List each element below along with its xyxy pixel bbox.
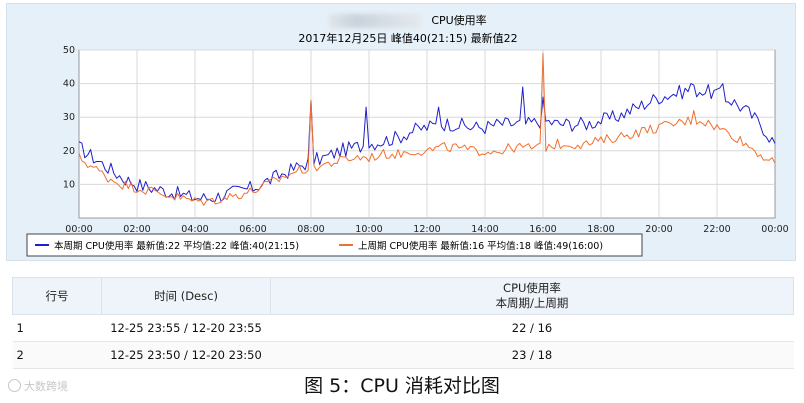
y-tick-label: 20 <box>63 146 75 157</box>
x-tick-label: 10:00 <box>355 224 382 235</box>
table-row: 1 12-25 23:55 / 12-20 23:55 22 / 16 <box>12 314 794 342</box>
cell-time: 12-25 23:50 / 12-20 23:50 <box>101 341 271 369</box>
figure-caption: 图 5：CPU 消耗对比图 <box>304 375 500 397</box>
header-cpu-usage[interactable]: CPU使用率 本周期/上周期 <box>270 277 794 315</box>
cell-value: 22 / 16 <box>270 314 794 342</box>
x-tick-label: 18:00 <box>587 224 614 235</box>
x-tick-label: 00:00 <box>65 224 92 235</box>
series-line-previous <box>78 52 776 206</box>
data-table: 行号 时间 (Desc) CPU使用率 本周期/上周期 1 12-25 23:5… <box>12 277 794 369</box>
x-tick-label: 00:00 <box>761 224 788 235</box>
cell-row-number: 2 <box>12 341 102 369</box>
y-tick-label: 40 <box>63 79 75 90</box>
header-time[interactable]: 时间 (Desc) <box>101 277 271 315</box>
header-row-number[interactable]: 行号 <box>12 277 102 315</box>
x-tick-label: 16:00 <box>529 224 556 235</box>
redacted-hostname <box>329 14 421 28</box>
series-line-current <box>78 83 776 202</box>
x-tick-label: 04:00 <box>181 224 208 235</box>
legend-box <box>26 233 643 257</box>
y-tick-label: 10 <box>63 179 75 190</box>
x-tick-label: 02:00 <box>123 224 150 235</box>
legend-label-previous: 上周期 CPU使用率 最新值:16 平均值:18 峰值:49(16:00) <box>358 240 603 252</box>
watermark: 大数跨境 <box>8 378 68 394</box>
cell-row-number: 1 <box>12 314 102 342</box>
y-tick-label: 30 <box>63 112 75 123</box>
cell-time: 12-25 23:55 / 12-20 23:55 <box>101 314 271 342</box>
chart-subtitle: 2017年12月25日 峰值40(21:15) 最新值22 <box>298 31 517 45</box>
legend-label-current: 本周期 CPU使用率 最新值:22 平均值:22 峰值:40(21:15) <box>54 240 299 252</box>
header-cpu-usage-line2: 本周期/上周期 <box>495 296 569 310</box>
watermark-text: 大数跨境 <box>24 380 68 393</box>
table-header-row: 行号 时间 (Desc) CPU使用率 本周期/上周期 <box>12 277 794 315</box>
watermark-icon <box>8 379 21 392</box>
x-tick-label: 06:00 <box>239 224 266 235</box>
y-tick-label: 50 <box>63 45 75 56</box>
x-tick-label: 20:00 <box>645 224 672 235</box>
table-row: 2 12-25 23:50 / 12-20 23:50 23 / 18 <box>12 341 794 369</box>
chart-legend: 本周期 CPU使用率 最新值:22 平均值:22 峰值:40(21:15) 上周… <box>26 233 643 257</box>
x-tick-label: 14:00 <box>471 224 498 235</box>
x-tick-label: 12:00 <box>413 224 440 235</box>
header-cpu-usage-line1: CPU使用率 <box>503 281 561 295</box>
x-tick-label: 08:00 <box>297 224 324 235</box>
cell-value: 23 / 18 <box>270 341 794 369</box>
chart-title: CPU使用率 <box>431 13 486 27</box>
x-tick-label: 22:00 <box>703 224 730 235</box>
chart-panel: CPU使用率 2017年12月25日 峰值40(21:15) 最新值22 10 2… <box>6 3 796 261</box>
cpu-usage-chart: CPU使用率 2017年12月25日 峰值40(21:15) 最新值22 10 2… <box>26 13 789 257</box>
